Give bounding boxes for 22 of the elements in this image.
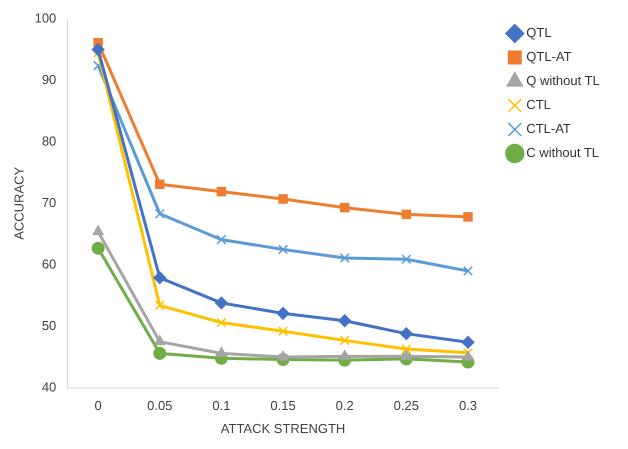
x-tick-label: 0.15	[270, 398, 296, 414]
x-tick-label: 0.1	[212, 398, 230, 414]
x-tick-label: 0.2	[336, 398, 354, 414]
y-tick-label: 70	[42, 194, 56, 210]
legend-label: CTL-AT	[526, 121, 571, 136]
legend-label: Q without TL	[526, 73, 600, 88]
x-axis-title: ATTACK STRENGTH	[220, 420, 346, 436]
y-tick-label: 80	[42, 133, 56, 148]
y-tick-label: 60	[42, 256, 56, 272]
y-tick-label: 100	[34, 10, 56, 26]
legend-label: CTL	[526, 97, 551, 112]
x-tick-label: 0.25	[394, 398, 419, 414]
y-tick-label: 40	[42, 379, 56, 394]
x-tick-label: 0.3	[458, 398, 478, 414]
x-tick-label: 0	[94, 398, 102, 414]
y-tick-label: 50	[42, 318, 56, 333]
y-tick-label: 90	[42, 72, 56, 87]
legend-label: QTL-AT	[526, 49, 572, 64]
x-tick-label: 0.05	[147, 398, 172, 414]
legend-label: C without TL	[526, 145, 600, 160]
legend-label: QTL	[526, 25, 552, 40]
y-axis-title: ACCURACY	[11, 166, 26, 240]
